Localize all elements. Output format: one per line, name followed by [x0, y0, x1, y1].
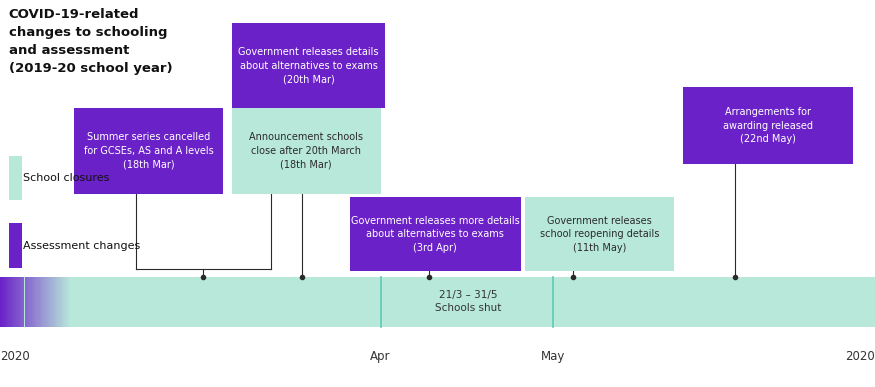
Text: May: May — [541, 350, 565, 363]
Bar — [29, 277, 31, 327]
Bar — [66, 277, 67, 327]
Bar — [69, 277, 70, 327]
Bar — [60, 277, 62, 327]
Text: 2020: 2020 — [0, 350, 30, 363]
Bar — [53, 277, 55, 327]
Bar — [31, 277, 32, 327]
Bar — [11, 277, 13, 327]
Text: Government releases
school reopening details
(11th May): Government releases school reopening det… — [540, 216, 659, 253]
Text: COVID-19-related
changes to schooling
and assessment
(2019-20 school year): COVID-19-related changes to schooling an… — [9, 8, 172, 75]
Bar — [25, 277, 27, 327]
Bar — [17, 277, 18, 327]
Text: Apr: Apr — [370, 350, 391, 363]
Bar — [41, 277, 42, 327]
Bar — [0, 277, 875, 327]
Bar — [39, 277, 41, 327]
Bar — [67, 277, 69, 327]
Text: Summer series cancelled
for GCSEs, AS and A levels
(18th Mar): Summer series cancelled for GCSEs, AS an… — [84, 132, 214, 170]
Bar — [50, 277, 52, 327]
Bar — [3, 277, 4, 327]
Bar — [56, 277, 57, 327]
Bar — [14, 277, 15, 327]
Text: 2020: 2020 — [845, 350, 875, 363]
Bar — [20, 277, 21, 327]
Bar — [38, 277, 39, 327]
Bar — [21, 277, 22, 327]
Text: Government releases more details
about alternatives to exams
(3rd Apr): Government releases more details about a… — [351, 216, 520, 253]
Bar — [45, 277, 46, 327]
Bar — [42, 277, 43, 327]
Bar — [74, 108, 223, 194]
Bar — [6, 277, 7, 327]
Text: Assessment changes: Assessment changes — [23, 241, 140, 251]
Bar — [4, 277, 6, 327]
Bar — [32, 277, 34, 327]
Bar — [48, 277, 49, 327]
Text: Government releases details
about alternatives to exams
(20th Mar): Government releases details about altern… — [238, 47, 379, 84]
Bar — [24, 277, 25, 327]
Bar — [10, 277, 11, 327]
Bar — [9, 224, 22, 268]
Text: 21/3 – 31/5
Schools shut: 21/3 – 31/5 Schools shut — [435, 290, 501, 313]
Bar — [57, 277, 59, 327]
Bar — [8, 277, 10, 327]
Bar — [49, 277, 50, 327]
Bar — [31, 277, 32, 327]
Bar — [232, 108, 381, 194]
Bar — [52, 277, 53, 327]
Bar — [59, 277, 60, 327]
Bar — [15, 277, 17, 327]
Bar — [18, 277, 20, 327]
Bar — [27, 277, 28, 327]
Bar — [232, 23, 385, 108]
Bar — [525, 197, 674, 271]
Bar — [43, 277, 45, 327]
Bar — [7, 277, 8, 327]
Bar — [34, 277, 35, 327]
Bar — [62, 277, 63, 327]
Bar — [682, 87, 853, 164]
Bar — [35, 277, 36, 327]
Bar — [0, 277, 1, 327]
Bar — [28, 277, 29, 327]
Bar — [9, 156, 22, 200]
Text: Announcement schools
close after 20th March
(18th Mar): Announcement schools close after 20th Ma… — [249, 132, 363, 170]
Bar — [22, 277, 24, 327]
Text: School closures: School closures — [23, 173, 109, 183]
Bar — [36, 277, 38, 327]
Bar — [350, 197, 521, 271]
Bar — [13, 277, 14, 327]
Bar — [63, 277, 64, 327]
Bar — [55, 277, 56, 327]
Bar — [64, 277, 66, 327]
Text: Arrangements for
awarding released
(22nd May): Arrangements for awarding released (22nd… — [723, 107, 813, 144]
Bar — [46, 277, 48, 327]
Bar — [1, 277, 3, 327]
